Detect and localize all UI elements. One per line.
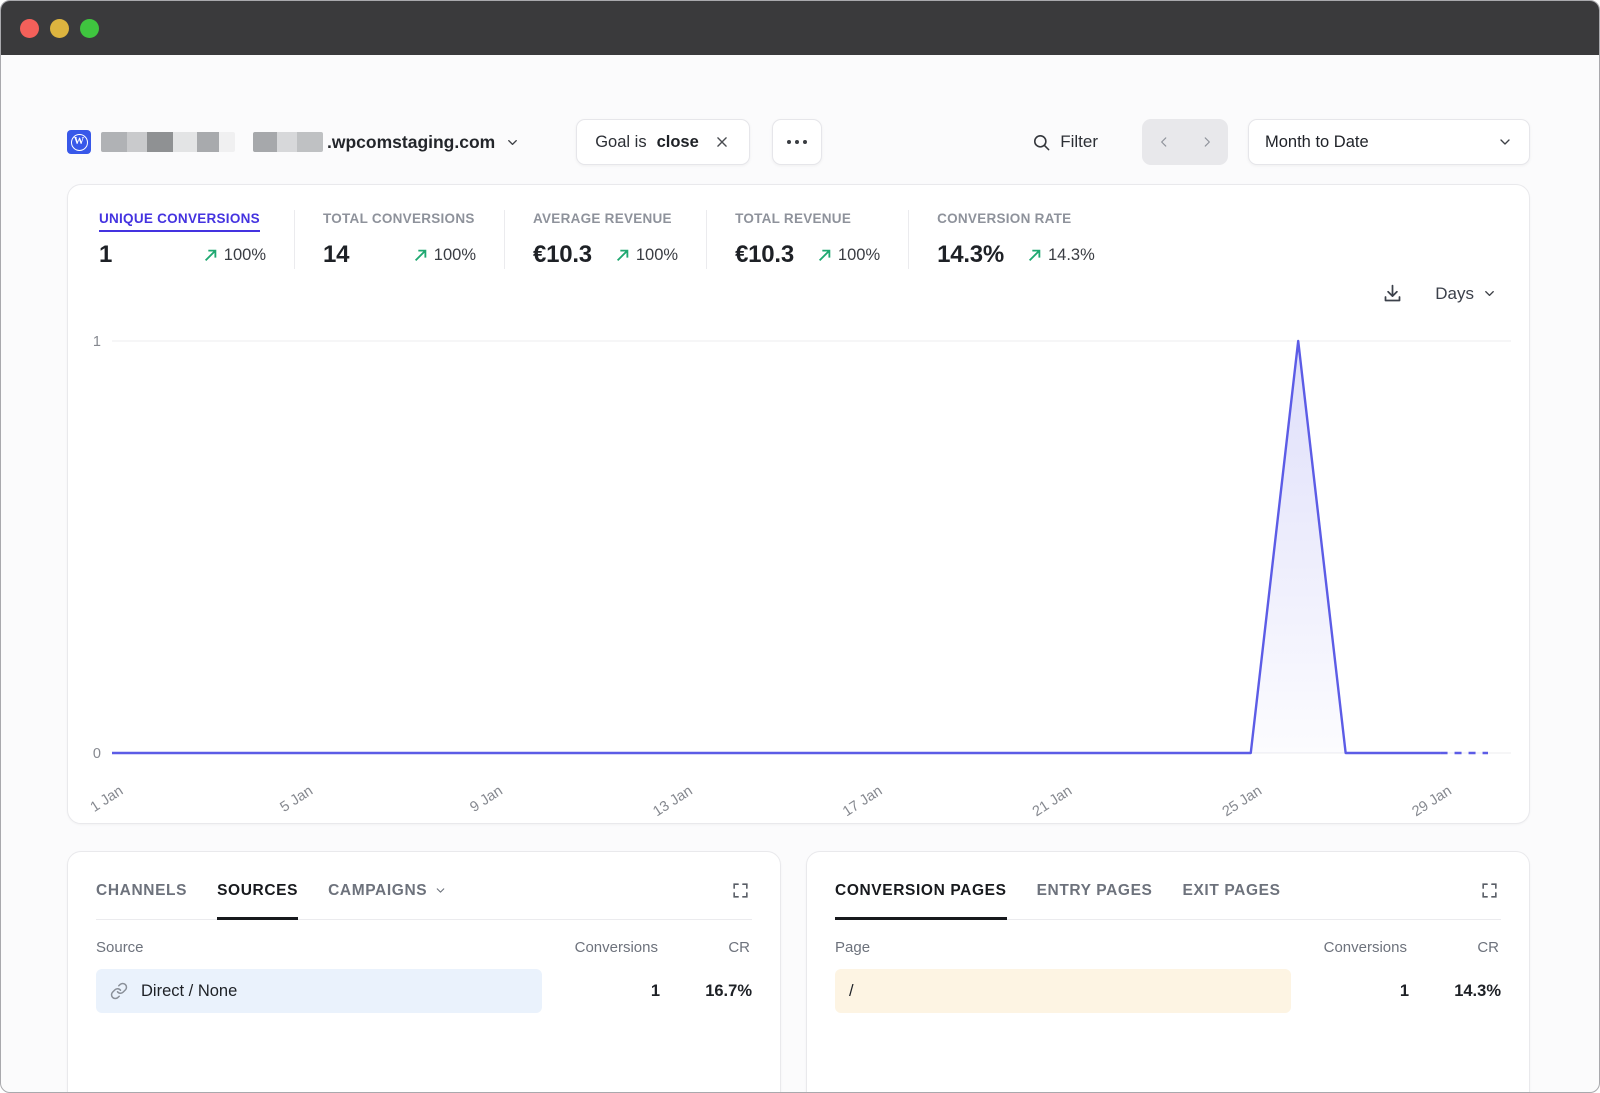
page-conversions-cell: 1 xyxy=(1399,981,1409,1000)
expand-pages-panel-button[interactable] xyxy=(1478,879,1501,902)
chevron-left-icon xyxy=(1160,137,1166,147)
search-icon xyxy=(1034,134,1050,150)
tab-entry-pages[interactable]: ENTRY PAGES xyxy=(1036,881,1153,899)
source-name-cell: Direct / None xyxy=(96,969,542,1013)
goal-filter-label: Goal is xyxy=(595,132,647,151)
site-name-redacted xyxy=(101,132,235,152)
traffic-light-close-button[interactable] xyxy=(20,18,39,38)
tab-sources[interactable]: SOURCES xyxy=(217,881,299,920)
chevron-down-icon xyxy=(436,888,445,893)
filter-label: Filter xyxy=(1060,132,1098,151)
tab-exit-pages[interactable]: EXIT PAGES xyxy=(1182,881,1281,899)
traffic-light-minimize-button[interactable] xyxy=(50,18,69,38)
svg-text:1: 1 xyxy=(93,334,101,350)
date-next-button[interactable] xyxy=(1185,119,1228,165)
site-name-redacted-2 xyxy=(253,132,323,152)
ellipsis-icon xyxy=(786,140,807,144)
traffic-light-zoom-button[interactable] xyxy=(80,18,99,38)
pages-table-header: Page Conversions CR xyxy=(835,939,1501,956)
date-prev-button[interactable] xyxy=(1142,119,1185,165)
arrow-up-right-icon xyxy=(616,249,629,262)
page-name-cell: / xyxy=(835,969,1291,1013)
tab-campaigns[interactable]: CAMPAIGNS xyxy=(328,882,447,900)
svg-text:0: 0 xyxy=(93,746,101,762)
table-row[interactable]: / 1 14.3% xyxy=(835,969,1501,1013)
chevron-down-icon xyxy=(508,139,518,145)
svg-text:17 Jan: 17 Jan xyxy=(840,783,885,817)
goal-filter-chip[interactable]: Goal is close xyxy=(576,119,750,165)
pages-panel-tabs: CONVERSION PAGES ENTRY PAGES EXIT PAGES xyxy=(835,879,1501,920)
close-icon xyxy=(716,137,727,147)
svg-text:25 Jan: 25 Jan xyxy=(1220,783,1265,817)
svg-text:29 Jan: 29 Jan xyxy=(1409,783,1454,817)
stat-unique-conversions[interactable]: UNIQUE CONVERSIONS 1 100% xyxy=(99,210,295,269)
site-selector[interactable]: W .wpcomstaging.com xyxy=(67,130,520,154)
chevron-down-icon xyxy=(1500,139,1510,145)
interval-select[interactable]: Days xyxy=(1429,283,1503,305)
svg-text:5 Jan: 5 Jan xyxy=(277,783,315,816)
expand-icon xyxy=(733,883,748,898)
column-page: Page xyxy=(835,939,871,956)
more-options-button[interactable] xyxy=(771,119,822,165)
stat-total-conversions[interactable]: TOTAL CONVERSIONS 14 100% xyxy=(323,210,505,269)
source-conversions-cell: 1 xyxy=(650,981,660,1000)
column-cr: CR xyxy=(728,939,750,956)
date-range-value: Month to Date xyxy=(1265,132,1369,151)
site-domain: .wpcomstaging.com xyxy=(327,131,496,152)
chevron-down-icon xyxy=(1485,291,1494,296)
remove-goal-filter-button[interactable] xyxy=(713,133,731,151)
sources-panel-tabs: CHANNELS SOURCES CAMPAIGNS xyxy=(96,879,752,920)
filter-button[interactable]: Filter xyxy=(1026,131,1104,153)
link-icon xyxy=(110,982,128,1000)
pages-panel: CONVERSION PAGES ENTRY PAGES EXIT PAGES … xyxy=(806,851,1530,1092)
column-cr: CR xyxy=(1477,939,1499,956)
wordpress-icon: W xyxy=(67,130,91,154)
date-pager xyxy=(1142,119,1228,165)
arrow-up-right-icon xyxy=(818,249,831,262)
metric-stats-row: UNIQUE CONVERSIONS 1 100% TOTAL CONVERSI… xyxy=(68,185,1529,269)
window-titlebar xyxy=(1,1,1599,55)
svg-text:13 Jan: 13 Jan xyxy=(650,783,695,817)
svg-text:1 Jan: 1 Jan xyxy=(88,783,126,816)
sources-panel: CHANNELS SOURCES CAMPAIGNS Source Conver… xyxy=(67,851,781,1092)
column-source: Source xyxy=(96,939,144,956)
toolbar: W .wpcomstaging.com Goal is close xyxy=(67,119,1530,165)
sources-table-header: Source Conversions CR xyxy=(96,939,752,956)
svg-text:9 Jan: 9 Jan xyxy=(467,783,505,816)
stat-conversion-rate[interactable]: CONVERSION RATE 14.3% 14.3% xyxy=(937,211,1095,268)
tab-channels[interactable]: CHANNELS xyxy=(96,881,188,899)
expand-sources-panel-button[interactable] xyxy=(729,879,752,902)
arrow-up-right-icon xyxy=(204,249,217,262)
chevron-right-icon xyxy=(1204,137,1210,147)
interval-label: Days xyxy=(1435,283,1474,303)
goal-filter-value: close xyxy=(656,132,699,151)
svg-text:21 Jan: 21 Jan xyxy=(1030,783,1075,817)
download-icon xyxy=(1384,284,1401,302)
download-chart-button[interactable] xyxy=(1380,281,1405,306)
tab-conversion-pages[interactable]: CONVERSION PAGES xyxy=(835,881,1007,920)
arrow-up-right-icon xyxy=(414,249,427,262)
expand-icon xyxy=(1482,883,1497,898)
arrow-up-right-icon xyxy=(1028,249,1041,262)
date-range-select[interactable]: Month to Date xyxy=(1248,119,1530,165)
conversions-chart[interactable]: 0 1 1 Jan 5 Jan 9 Jan 13 Jan 17 Jan 21 Jan 25 Ja… xyxy=(68,321,1529,817)
source-cr-cell: 16.7% xyxy=(705,981,752,1000)
column-conversions: Conversions xyxy=(1323,939,1407,956)
stat-total-revenue[interactable]: TOTAL REVENUE €10.3 100% xyxy=(735,210,910,269)
stat-average-revenue[interactable]: AVERAGE REVENUE €10.3 100% xyxy=(533,210,708,269)
column-conversions: Conversions xyxy=(574,939,658,956)
page-cr-cell: 14.3% xyxy=(1454,981,1501,1000)
table-row[interactable]: Direct / None 1 16.7% xyxy=(96,969,752,1013)
conversions-card: UNIQUE CONVERSIONS 1 100% TOTAL CONVERSI… xyxy=(67,184,1530,824)
